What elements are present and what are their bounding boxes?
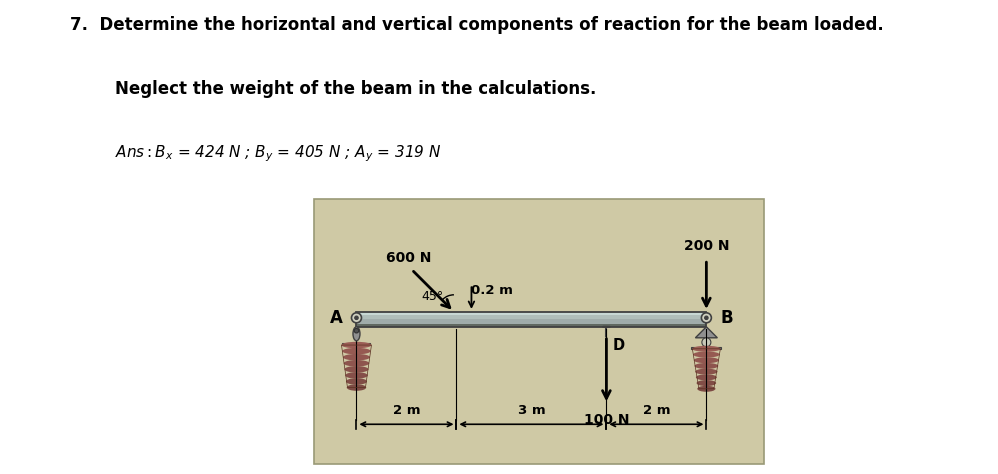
Ellipse shape [344,366,368,373]
Text: 600 N: 600 N [386,251,432,265]
Ellipse shape [342,348,370,355]
Text: 7.  Determine the horizontal and vertical components of reaction for the beam lo: 7. Determine the horizontal and vertical… [70,16,883,34]
Text: A: A [329,309,342,327]
Circle shape [354,316,358,319]
Ellipse shape [696,369,718,374]
Ellipse shape [346,384,366,391]
Bar [356,324,707,327]
Circle shape [351,313,361,323]
Ellipse shape [353,327,360,341]
Text: 3 m: 3 m [518,404,545,417]
Ellipse shape [343,360,369,366]
Bar [356,312,707,315]
Bar [356,312,707,327]
Ellipse shape [693,346,721,352]
Ellipse shape [698,386,716,392]
Text: B: B [721,309,733,327]
Ellipse shape [341,342,371,348]
Text: D: D [613,338,625,353]
Bar [692,347,722,349]
Ellipse shape [695,363,719,369]
Circle shape [354,328,358,333]
Text: 100 N: 100 N [584,413,629,427]
Text: $\it{Ans: B_x}$ = 424 N ; $\it{B_y}$ = 405 N ; $\it{A_y}$ = 319 N: $\it{Ans: B_x}$ = 424 N ; $\it{B_y}$ = 4… [115,143,441,164]
Polygon shape [696,327,718,338]
Text: 45°: 45° [422,290,444,303]
Text: 2 m: 2 m [392,404,420,417]
Circle shape [705,316,709,319]
Circle shape [702,313,712,323]
Text: 2 m: 2 m [643,404,670,417]
Ellipse shape [346,378,367,385]
Ellipse shape [345,372,367,379]
Ellipse shape [693,352,720,357]
Text: Neglect the weight of the beam in the calculations.: Neglect the weight of the beam in the ca… [115,80,596,98]
Ellipse shape [343,354,370,360]
Text: 200 N: 200 N [684,239,730,253]
Circle shape [702,338,711,347]
Bar [356,315,707,319]
Text: 0.2 m: 0.2 m [471,284,513,297]
Bar [356,312,707,327]
Ellipse shape [694,357,719,363]
Ellipse shape [696,374,717,380]
Ellipse shape [697,380,717,386]
Bar [342,343,370,345]
